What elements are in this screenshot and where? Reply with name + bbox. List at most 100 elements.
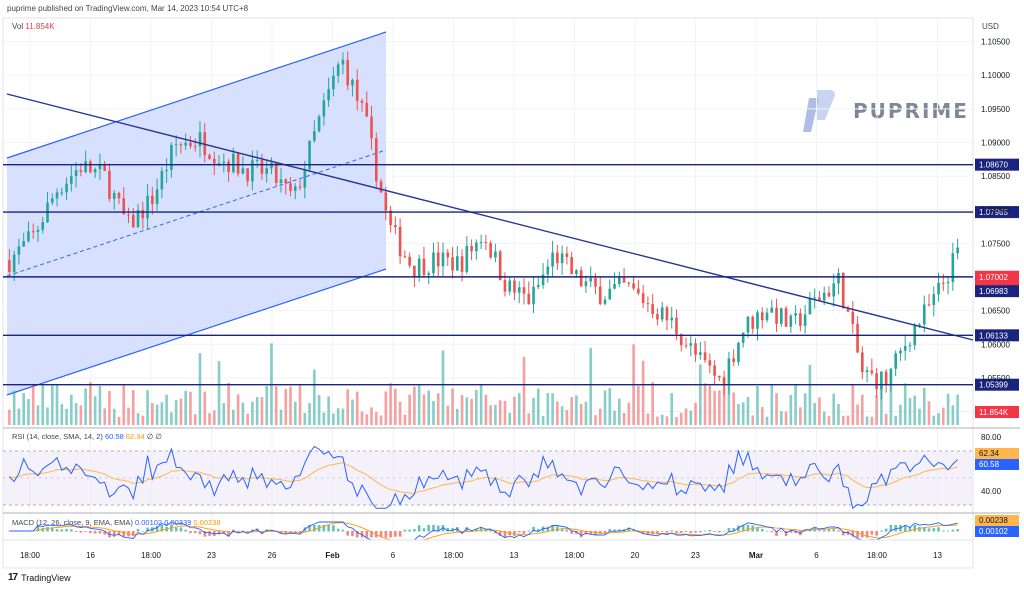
candle-body [822,292,826,301]
candle-body [322,100,326,117]
volume-bar [251,401,254,425]
macd-hist-bar [551,525,554,532]
macd-hist-bar [136,528,140,532]
candle-body [79,170,83,173]
candle-body [889,368,893,385]
volume-bar [517,393,521,425]
rsi-tag-label: 60.58 [979,460,1000,469]
price-channel[interactable] [6,31,387,396]
candle-body [303,169,307,188]
macd-hist-bar [903,525,907,532]
volume-bar [946,393,950,425]
volume-bar [870,416,874,425]
candles [8,51,959,400]
volume-legend: Vol 11.854K [12,22,55,31]
volume-bar [560,406,564,425]
price-tick-label: 1.06000 [981,340,1010,349]
macd-hist-bar [922,527,926,532]
candle-body [222,161,226,164]
macd-hist-bar [775,531,778,537]
level-tag [975,378,1019,391]
candle-body [260,159,264,174]
volume-bar [575,395,578,425]
candle-body [908,345,912,347]
candle-body [722,377,726,385]
volume-bar [584,401,588,425]
candle-body [613,283,616,289]
volume-bar [479,384,483,425]
logo-text: PUPRIME [853,99,969,123]
volume-bar [837,403,840,425]
candle-body [427,273,431,276]
price-axis[interactable]: 1.10500 1.10000 1.09500 1.09000 1.08500 1.080… [981,38,1010,417]
macd-hist-bar [851,531,855,537]
macd-hist-bar [913,525,917,532]
macd-hist-bar [608,529,612,532]
candle-body [422,258,426,276]
candle-body [522,287,526,294]
candle-body [660,307,664,320]
volume-bar [46,407,49,425]
candle-body [584,281,588,287]
macd-hist-bar [60,529,64,532]
volume-bar [446,405,450,425]
macd-hist-bar [155,526,159,532]
macd-hist-bar [708,529,712,532]
candle-body [780,308,783,324]
candle-body [832,283,836,297]
volume-bar [813,402,816,425]
macd-hist-bar [527,530,531,532]
candle-body [122,198,126,215]
volume-bar [861,394,864,425]
volume-bar [422,394,426,425]
candle-body [784,308,788,327]
candle-body [398,227,402,257]
candle-body [517,287,521,293]
candle-body [93,169,97,173]
volume-bars [8,343,959,425]
candle-body [274,162,278,183]
candle-body [922,304,926,325]
downtrend-line[interactable] [6,93,974,341]
volume-bar [260,397,264,425]
volume-bar [451,388,454,425]
volume-bar [189,391,192,425]
volume-bar [98,386,102,425]
channel-lower-line[interactable] [6,268,387,396]
channel-upper-line[interactable] [6,31,387,159]
channel-mid-line[interactable] [6,149,387,277]
candle-body [541,274,545,286]
volume-bar [670,393,674,425]
candle-body [8,260,11,272]
candle-body [646,303,650,305]
candle-body [60,192,64,194]
macd-hist-bar [365,531,369,538]
macd-hist-bar [875,531,878,536]
macd-hist-bar [841,531,845,536]
volume-bar [851,383,855,425]
macd-value-3: 0.00238 [193,518,221,527]
candle-body [108,170,111,199]
volume-bar [808,364,812,425]
candle-body [160,170,164,190]
candle-body [570,257,573,275]
candle-body [255,159,259,161]
macd-hist-bar [446,527,450,532]
candle-body [565,253,569,258]
candle-body [532,286,535,305]
volume-bar [131,390,135,425]
time-axis[interactable]: 18:00 16 18:00 23 26 Feb 6 18:00 13 18:00 20 23 Mar 6… [20,551,943,560]
volume-bar [689,410,693,425]
candle-body [861,352,864,373]
volume-bar [746,396,750,425]
volume-bar [65,408,68,425]
candle-body [641,293,645,304]
candle-body [803,314,807,326]
volume-bar [765,416,769,425]
volume-bar [732,392,735,425]
macd-hist-bar [560,528,564,532]
macd-hist-bar [937,527,940,532]
volume-bar [103,408,106,425]
macd-hist-bar [517,531,521,533]
